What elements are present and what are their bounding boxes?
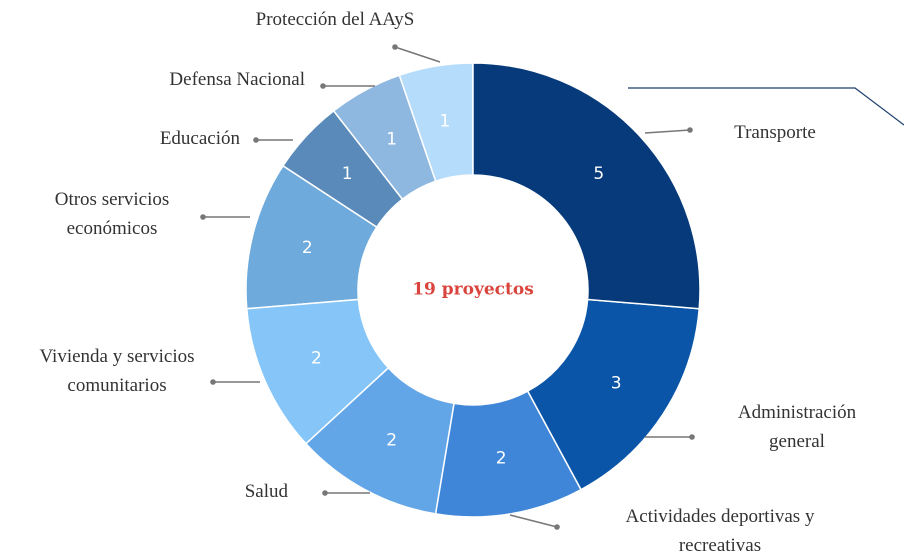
center-label: 19 proyectos xyxy=(412,280,534,300)
slice xyxy=(304,366,455,515)
leader-line xyxy=(509,514,558,528)
value-label: 5 xyxy=(593,164,604,184)
leader-dot xyxy=(687,127,693,133)
leader-dot xyxy=(322,490,328,496)
value-label: 2 xyxy=(496,449,507,469)
category-label: Administración general xyxy=(737,402,857,452)
leader-dot xyxy=(392,44,398,50)
slice xyxy=(526,298,701,491)
leader-dot xyxy=(253,137,259,143)
slice xyxy=(472,62,701,310)
leader-dot xyxy=(200,214,206,220)
slice xyxy=(281,109,404,229)
category-label: Protección del AAyS xyxy=(255,9,415,30)
leader-dot xyxy=(320,83,326,89)
category-label: Otros servicios económicos xyxy=(54,189,170,239)
leader-dot xyxy=(210,379,216,385)
value-label: 1 xyxy=(439,111,450,131)
value-label: 1 xyxy=(386,130,397,150)
value-label: 3 xyxy=(611,374,622,394)
category-label: Educación xyxy=(159,128,240,149)
slice xyxy=(245,298,390,445)
leader-dot xyxy=(689,434,695,440)
category-label: Vivienda y servicios comunitarios xyxy=(39,346,195,396)
value-label: 2 xyxy=(386,430,397,450)
leader-dot xyxy=(554,524,560,530)
category-label: Transporte xyxy=(734,122,816,143)
leader-line xyxy=(644,129,691,134)
decor-line xyxy=(628,87,904,126)
slice xyxy=(332,74,437,201)
category-label: Defensa Nacional xyxy=(169,69,305,90)
category-label: Actividades deportivas y recreativas xyxy=(625,506,815,556)
value-label: 2 xyxy=(302,238,313,258)
slice xyxy=(245,164,378,310)
category-label: Salud xyxy=(244,481,288,502)
value-label: 1 xyxy=(342,164,353,184)
leader-line xyxy=(394,46,441,63)
value-label: 2 xyxy=(311,349,322,369)
